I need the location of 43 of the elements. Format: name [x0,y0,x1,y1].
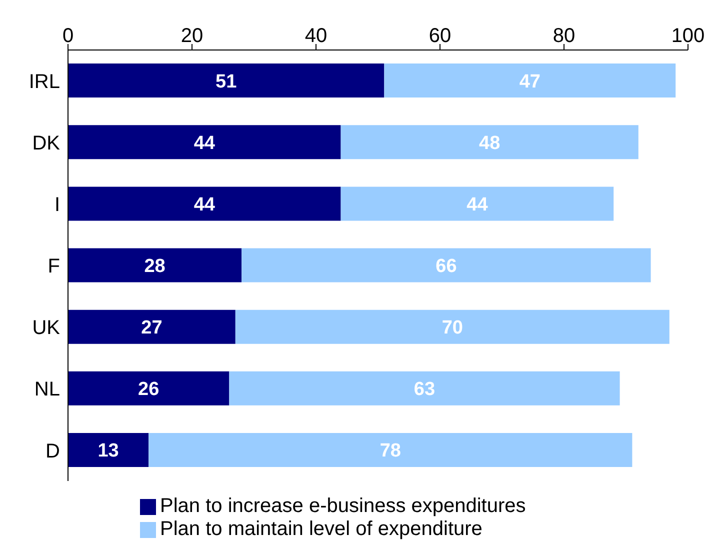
bar [235,310,670,344]
bar [68,248,242,282]
legend-label: Plan to maintain level of expenditure [160,518,482,540]
data-label: 47 [519,71,540,92]
data-label: 66 [436,256,457,278]
data-label: 27 [141,318,162,339]
data-label: 13 [98,440,119,462]
data-label: 44 [194,132,216,154]
y-tick-label: NL [34,378,60,401]
bar [242,248,651,282]
bar [68,186,341,221]
bar [68,310,236,344]
data-label: 44 [194,194,216,216]
bar [340,186,614,221]
bar [68,125,341,160]
bar [340,125,638,160]
data-label: 28 [144,256,166,278]
bar [384,64,676,98]
y-tick-label: F [48,256,60,278]
y-tick-label: UK [32,317,61,340]
legend-label: Plan to increase e-business expenditures [160,495,526,517]
data-label: 63 [414,379,436,400]
bar [68,432,149,467]
y-tick-label: D [46,440,60,462]
x-tick-label: 80 [552,25,576,47]
data-label: 78 [380,440,401,462]
y-tick-label: IRL [28,70,60,93]
x-tick-label: 100 [671,25,705,47]
data-label: 48 [479,132,500,154]
bar [68,64,384,98]
x-tick-label: 60 [428,25,452,47]
data-label: 70 [442,318,463,339]
x-tick-label: 40 [304,25,328,47]
bar [68,371,230,406]
bar [148,432,632,467]
y-tick-label: I [54,194,60,216]
x-tick-label: 0 [62,25,74,47]
x-tick-label: 20 [180,25,204,47]
data-label: 51 [216,71,238,92]
bar [229,371,620,406]
data-label: 26 [138,379,160,400]
y-tick-label: DK [32,132,61,154]
data-label: 44 [466,194,488,216]
